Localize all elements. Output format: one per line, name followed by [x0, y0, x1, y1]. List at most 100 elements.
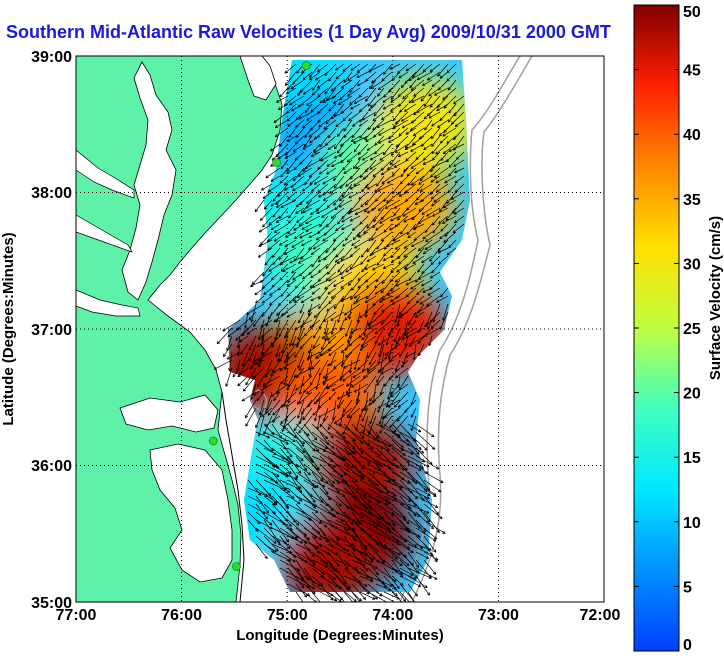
- velocity-vector: [343, 303, 361, 316]
- velocity-vector: [314, 71, 329, 81]
- velocity-vector: [297, 399, 305, 419]
- velocity-vector: [357, 271, 369, 281]
- velocity-vector: [222, 319, 241, 332]
- velocity-vector: [383, 223, 393, 233]
- velocity-vector: [382, 95, 393, 103]
- velocity-vector: [377, 199, 393, 211]
- velocity-vector: [397, 399, 409, 408]
- velocity-vector: [347, 207, 361, 215]
- velocity-vector: [391, 583, 407, 602]
- velocity-vector: [287, 423, 305, 447]
- velocity-vector: [298, 111, 313, 120]
- velocity-vector: [416, 71, 433, 81]
- velocity-vector: [412, 127, 425, 137]
- velocity-vector: [433, 167, 449, 179]
- velocity-vector: [306, 191, 321, 204]
- velocity-vector: [378, 127, 393, 136]
- velocity-vector: [287, 463, 299, 479]
- velocity-vector: [407, 431, 422, 451]
- velocity-vector: [375, 431, 390, 452]
- velocity-vector: [302, 407, 313, 421]
- velocity-vector: [265, 167, 281, 179]
- velocity-vector: [337, 303, 345, 323]
- velocity-vector: [333, 359, 345, 369]
- velocity-vector: [317, 255, 329, 263]
- velocity-vector: [399, 567, 414, 576]
- velocity-vector: [417, 239, 433, 252]
- velocity-vector: [326, 159, 337, 167]
- velocity-vector: [361, 151, 377, 161]
- velocity-vector: [399, 575, 422, 587]
- y-axis: 35:00 36:00 37:00 38:00 39:00 Latitude (…: [0, 49, 72, 612]
- velocity-vector: [330, 207, 345, 219]
- velocity-vector: [254, 287, 265, 296]
- velocity-vector: [351, 543, 368, 561]
- velocity-vector: [365, 135, 377, 142]
- velocity-vector: [351, 439, 364, 455]
- velocity-vector: [312, 239, 329, 250]
- velocity-vector: [279, 271, 289, 281]
- velocity-vector: [327, 143, 337, 151]
- velocity-vector: [415, 151, 425, 160]
- velocity-vector: [424, 119, 433, 131]
- velocity-vector: [241, 351, 249, 367]
- velocity-vector: [410, 175, 425, 186]
- velocity-vector: [332, 95, 345, 104]
- velocity-vector: [282, 263, 297, 273]
- velocity-vector: [289, 327, 297, 347]
- velocity-vector: [331, 159, 345, 168]
- y-axis-label: Latitude (Degrees:Minutes): [0, 232, 17, 425]
- velocity-vector: [293, 143, 305, 153]
- velocity-vector: [256, 391, 265, 402]
- velocity-vector: [323, 119, 337, 130]
- velocity-vector: [421, 207, 433, 215]
- velocity-vector: [286, 279, 297, 288]
- velocity-vector: [383, 87, 393, 98]
- velocity-vector: [424, 311, 441, 328]
- velocity-vector: [432, 223, 441, 234]
- velocity-vector: [327, 359, 337, 367]
- velocity-vector: [328, 71, 337, 82]
- x-axis: 77:00 76:00 75:00 74:00 73:00 72:00 Long…: [56, 607, 621, 644]
- velocity-vector: [301, 239, 313, 247]
- velocity-vector: [454, 215, 465, 224]
- velocity-vector: [391, 447, 410, 464]
- velocity-vector: [446, 135, 457, 144]
- velocity-vector: [377, 359, 393, 373]
- velocity-vector: [310, 207, 321, 216]
- velocity-vector: [432, 207, 449, 217]
- velocity-vector: [287, 447, 304, 462]
- velocity-vector: [322, 95, 337, 103]
- velocity-vector: [308, 231, 321, 239]
- x-tick-label: 76:00: [161, 607, 202, 624]
- velocity-vector: [340, 79, 353, 89]
- velocity-vector: [343, 119, 353, 132]
- velocity-vector: [273, 391, 281, 402]
- velocity-vector: [309, 63, 321, 78]
- velocity-vector: [303, 511, 322, 524]
- velocity-vector: [415, 487, 431, 496]
- velocity-vector: [422, 159, 433, 165]
- velocity-vector: [288, 95, 305, 106]
- velocity-vector: [428, 87, 441, 97]
- velocity-vector: [297, 167, 313, 177]
- velocity-vector: [400, 167, 409, 178]
- velocity-vector: [291, 335, 297, 347]
- velocity-vector: [311, 431, 335, 449]
- velocity-vector: [278, 247, 289, 261]
- velocity-vector: [400, 223, 409, 235]
- velocity-vector: [328, 343, 345, 356]
- velocity-vector: [317, 63, 329, 73]
- velocity-vector: [306, 95, 321, 107]
- velocity-vector: [291, 239, 305, 248]
- velocity-vector: [303, 591, 317, 602]
- velocity-vector: [279, 495, 289, 509]
- velocity-vector: [333, 279, 345, 287]
- velocity-vector: [342, 415, 353, 436]
- velocity-vector: [309, 175, 321, 185]
- velocity-vector: [357, 79, 369, 87]
- velocity-vector: [416, 183, 425, 192]
- velocity-vector: [431, 199, 441, 207]
- velocity-vector: [428, 335, 433, 347]
- velocity-vector: [292, 271, 305, 281]
